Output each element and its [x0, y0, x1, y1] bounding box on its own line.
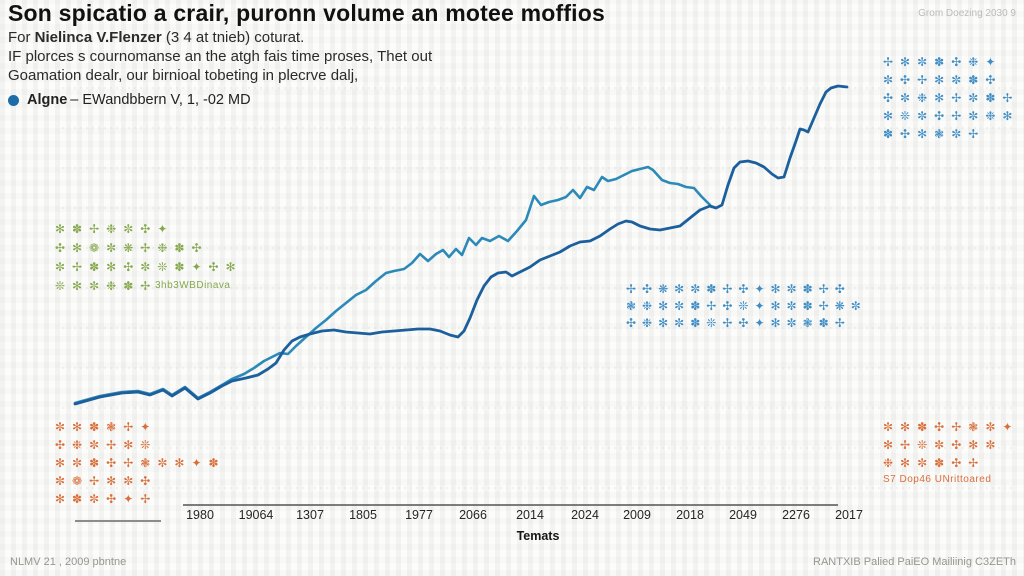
- x-tick-label: 1307: [296, 508, 324, 522]
- glyph-row: ✼✻✽✣✢❃✼✦: [883, 420, 1020, 434]
- glyph-row: ✻✼✽✣✢❃✼✻✦✽: [55, 456, 226, 470]
- footer-left: NLMV 21 , 2009 pbntne: [10, 556, 127, 568]
- glyph-row: ✽✣✻❃✼✢: [883, 127, 986, 141]
- x-tick-label: 2276: [782, 508, 810, 522]
- subtitle-line-2: IF plorces s cournomanse an the atgh fai…: [8, 48, 433, 65]
- glyph-row: ✣❉✼✢✻❊: [55, 438, 158, 452]
- x-tick-label: 2017: [835, 508, 863, 522]
- glyph-row: ✢✻✼✽✣❉✦: [883, 55, 1003, 69]
- x-tick-label: 2009: [623, 508, 651, 522]
- legend-dot-icon: [8, 94, 19, 106]
- glyph-cluster-orange-bottom-left: ✼✻✽❃✢✦ ✣❉✼✢✻❊ ✻✼✽✣✢❃✼✻✦✽ ✼❁✢✻✼✣ ✻✽✼✣✦✢: [55, 418, 226, 508]
- x-tick-label: 1980: [186, 508, 214, 522]
- series-line-1: [73, 84, 849, 406]
- glyph-cluster-blue-top-right: ✢✻✼✽✣❉✦ ✼✣✢✻✼✽✣ ✣✼❉✻✢✼✽✢ ✻❊✼✣✢✼❉✻ ✽✣✻❃✼✢: [883, 53, 1019, 143]
- footer-right: RANTXIB Palied PaiEO Mailiinig C3ZETh: [813, 556, 1016, 568]
- glyph-cluster-caption: S7 Dop46 UNrittoared: [883, 474, 992, 485]
- glyph-row: ✣❉✻✼✽❊✢✣✦✻✼❃✽✢: [626, 316, 851, 330]
- x-axis-title: Temats: [516, 529, 560, 543]
- top-right-note: Grom Doezing 2030 9: [918, 8, 1016, 19]
- glyph-row: ✼✢✽✻✣✼❊✽✦✣✻: [55, 260, 243, 274]
- x-tick-label: 2018: [676, 508, 704, 522]
- x-tick-label: 2049: [729, 508, 757, 522]
- x-tick-label: 1805: [349, 508, 377, 522]
- x-tick-label: 2014: [516, 508, 544, 522]
- glyph-row: ❃❉✻✼✽✢✣❊✦✻✼✽✢❋✼: [626, 299, 867, 313]
- series-line-0: [73, 165, 712, 405]
- subtitle-line-1: For Nielinca V.Flenzer (3 4 at tnieb) co…: [8, 29, 305, 46]
- x-tick-label: 2066: [459, 508, 487, 522]
- glyph-row: ❊✻✼❉✽✢: [55, 279, 158, 293]
- bottom-left-bar: [75, 520, 161, 522]
- glyph-row: ✻✽✢❉✼✣✦: [55, 222, 175, 236]
- chart-title: Son spicatio a crair, puronn volume an m…: [8, 0, 606, 26]
- glyph-row: ✼✻✽❃✢✦: [55, 420, 158, 434]
- glyph-row: ✼❁✢✻✼✣: [55, 474, 158, 488]
- glyph-row: ✻✽✼✣✦✢: [55, 492, 158, 506]
- glyph-row: ✢✣❋✻✼✽✢✣✦✻✼✽✢✣: [626, 282, 851, 296]
- glyph-cluster-caption: 3hb3WBDinava: [155, 280, 231, 291]
- legend-series-desc: – EWandbbern V, 1, -02 MD: [70, 92, 251, 108]
- glyph-row: ✣✻❁✼❋✢❉✽✣: [55, 241, 209, 255]
- glyph-cluster-green-left: ✻✽✢❉✼✣✦ ✣✻❁✼❋✢❉✽✣ ✼✢✽✻✣✼❊✽✦✣✻ ❊✻✼❉✽✢ 3hb3WBD…: [55, 220, 243, 296]
- legend-series-name: Algne: [27, 92, 68, 108]
- glyph-row: ❉✻✼✽✣✢: [883, 456, 986, 470]
- x-tick-label: 2024: [571, 508, 599, 522]
- chart-subtitle: For Nielinca V.Flenzer (3 4 at tnieb) co…: [8, 28, 432, 85]
- x-tick-label: 19064: [238, 508, 274, 522]
- glyph-row: ✼✣✢✻✼✽✣: [883, 73, 1003, 87]
- glyph-row: ✣✼❉✻✢✼✽✢: [883, 91, 1020, 105]
- glyph-cluster-blue-middle: ✢✣❋✻✼✽✢✣✦✻✼✽✢✣ ❃❉✻✼✽✢✣❊✦✻✼✽✢❋✼ ✣❉✻✼✽❊✢✣✦✻✼…: [626, 281, 867, 332]
- x-tick-label: 1977: [405, 508, 433, 522]
- glyph-cluster-orange-bottom-right: ✼✻✽✣✢❃✼✦ ✻✢❊✼✣✻✼ ❉✻✼✽✣✢ S7 Dop46 UNrittoare…: [883, 418, 1020, 485]
- glyph-row: ✻❊✼✣✢✼❉✻: [883, 109, 1020, 123]
- subtitle-line-3: Goamation dealr, our birnioal tobeting i…: [8, 67, 359, 84]
- subtitle-bold-name: Nielinca V.Flenzer: [34, 29, 162, 46]
- glyph-row: ✻✢❊✼✣✻✼: [883, 438, 1003, 452]
- legend: Algne – EWandbbern V, 1, -02 MD: [8, 92, 251, 108]
